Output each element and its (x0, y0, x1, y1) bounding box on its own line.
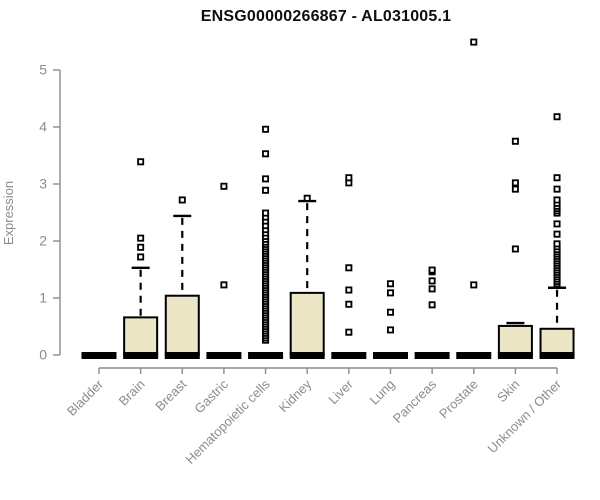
outlier-point-pancreas (428, 301, 436, 309)
y-tick-label: 0 (39, 347, 47, 363)
x-tick-label-prostate: Prostate (436, 377, 481, 422)
outlier-point-lung (386, 289, 394, 297)
y-tick-label: 5 (39, 62, 47, 78)
x-tick-label-breast: Breast (152, 376, 189, 413)
outlier-point-lung (386, 326, 394, 334)
median-line-hematopoietic-cells (248, 352, 284, 359)
median-line-prostate (456, 352, 492, 359)
median-line-gastric (206, 352, 242, 359)
x-tick-label-unknown-other: Unknown / Other (485, 376, 565, 456)
outlier-point-liver (345, 264, 353, 272)
x-tick-label-bladder: Bladder (64, 376, 107, 419)
outlier-point-pancreas (428, 285, 436, 293)
y-tick-label: 3 (39, 176, 47, 192)
median-line-kidney (289, 352, 325, 359)
outlier-point-unknown-other (553, 240, 561, 248)
chart-title: ENSG00000266867 - AL031005.1 (200, 8, 452, 25)
outlier-point-liver (345, 300, 353, 308)
outlier-point-breast (178, 196, 186, 204)
x-tick-label-skin: Skin (494, 377, 522, 405)
outlier-point-gastric (220, 182, 228, 190)
outlier-point-unknown-other (553, 174, 561, 182)
median-line-bladder (81, 352, 117, 359)
x-tick-label-liver: Liver (325, 376, 356, 407)
outlier-point-lung (386, 308, 394, 316)
outlier-point-kidney (303, 194, 311, 202)
median-line-unknown-other (539, 352, 575, 359)
outlier-point-unknown-other (553, 113, 561, 121)
outlier-point-liver (345, 328, 353, 336)
median-line-lung (372, 352, 408, 359)
median-line-liver (331, 352, 367, 359)
outlier-point-prostate (470, 38, 478, 46)
x-tick-label-kidney: Kidney (276, 376, 315, 415)
outlier-point-hematopoietic-cells (262, 150, 270, 158)
box-brain (123, 316, 159, 357)
outlier-point-lung (386, 280, 394, 288)
outlier-point-skin (511, 245, 519, 253)
y-tick-label: 1 (39, 290, 47, 306)
y-tick-label: 4 (39, 119, 47, 135)
y-axis-title: Expression (1, 181, 16, 245)
y-tick-label: 2 (39, 233, 47, 249)
median-line-skin (497, 352, 533, 359)
outlier-point-liver (345, 174, 353, 182)
outlier-point-unknown-other (553, 185, 561, 193)
outlier-point-pancreas (428, 266, 436, 274)
x-tick-label-lung: Lung (367, 377, 398, 408)
outlier-point-hematopoietic-cells (262, 209, 270, 217)
outlier-point-unknown-other (553, 220, 561, 228)
outlier-point-skin (511, 179, 519, 187)
outlier-point-brain (137, 234, 145, 242)
outlier-point-liver (345, 286, 353, 294)
median-line-breast (164, 352, 200, 359)
median-line-pancreas (414, 352, 450, 359)
median-line-brain (123, 352, 159, 359)
outlier-point-hematopoietic-cells (262, 186, 270, 194)
outlier-point-brain (137, 158, 145, 166)
x-tick-label-gastric: Gastric (191, 376, 231, 416)
box-breast (164, 294, 200, 356)
outlier-point-brain (137, 243, 145, 251)
x-tick-label-pancreas: Pancreas (390, 376, 440, 426)
outlier-point-unknown-other (553, 196, 561, 204)
outlier-point-unknown-other (553, 230, 561, 238)
outlier-point-brain (137, 253, 145, 261)
outlier-point-skin (511, 185, 519, 193)
outlier-point-hematopoietic-cells (262, 175, 270, 183)
outlier-point-skin (511, 137, 519, 145)
box-kidney (289, 291, 325, 356)
outlier-point-hematopoietic-cells (262, 125, 270, 133)
outlier-point-gastric (220, 281, 228, 289)
x-tick-label-brain: Brain (116, 377, 148, 409)
outlier-point-pancreas (428, 277, 436, 285)
box-skin (497, 324, 533, 356)
box-unknown-other (539, 327, 575, 356)
outlier-point-prostate (470, 281, 478, 289)
